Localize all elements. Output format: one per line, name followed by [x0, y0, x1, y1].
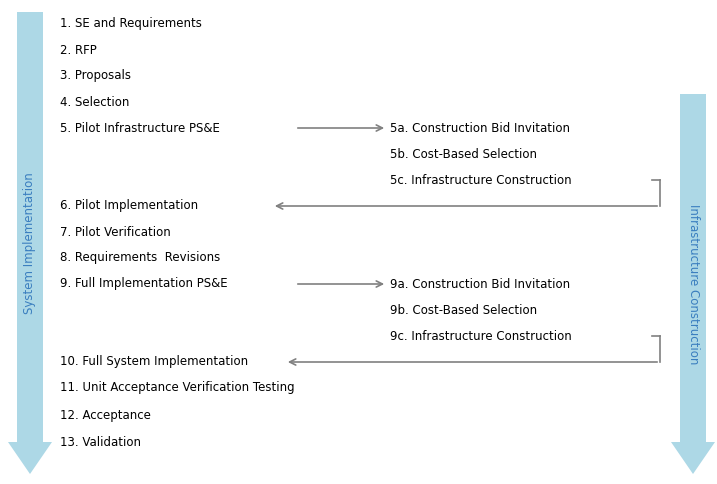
Text: 13. Validation: 13. Validation	[60, 436, 141, 449]
Text: 5c. Infrastructure Construction: 5c. Infrastructure Construction	[390, 173, 571, 186]
Polygon shape	[8, 12, 52, 474]
Text: 2. RFP: 2. RFP	[60, 44, 97, 57]
Text: System Implementation: System Implementation	[24, 172, 37, 314]
Text: 8. Requirements  Revisions: 8. Requirements Revisions	[60, 252, 220, 264]
Text: 10. Full System Implementation: 10. Full System Implementation	[60, 356, 248, 368]
Text: 4. Selection: 4. Selection	[60, 95, 129, 108]
Text: 3. Proposals: 3. Proposals	[60, 70, 131, 82]
Text: 5b. Cost-Based Selection: 5b. Cost-Based Selection	[390, 148, 537, 161]
Text: 9b. Cost-Based Selection: 9b. Cost-Based Selection	[390, 303, 537, 317]
Text: 9c. Infrastructure Construction: 9c. Infrastructure Construction	[390, 330, 571, 343]
Text: Infrastructure Construction: Infrastructure Construction	[686, 204, 700, 364]
Text: 9a. Construction Bid Invitation: 9a. Construction Bid Invitation	[390, 277, 570, 290]
Text: 1. SE and Requirements: 1. SE and Requirements	[60, 17, 202, 30]
Text: 11. Unit Acceptance Verification Testing: 11. Unit Acceptance Verification Testing	[60, 381, 295, 394]
Polygon shape	[671, 94, 715, 474]
Text: 12. Acceptance: 12. Acceptance	[60, 409, 151, 423]
Text: 7. Pilot Verification: 7. Pilot Verification	[60, 226, 171, 239]
Text: 5. Pilot Infrastructure PS&E: 5. Pilot Infrastructure PS&E	[60, 121, 220, 135]
Text: 9. Full Implementation PS&E: 9. Full Implementation PS&E	[60, 277, 227, 290]
Text: 5a. Construction Bid Invitation: 5a. Construction Bid Invitation	[390, 121, 570, 135]
Text: 6. Pilot Implementation: 6. Pilot Implementation	[60, 199, 198, 212]
